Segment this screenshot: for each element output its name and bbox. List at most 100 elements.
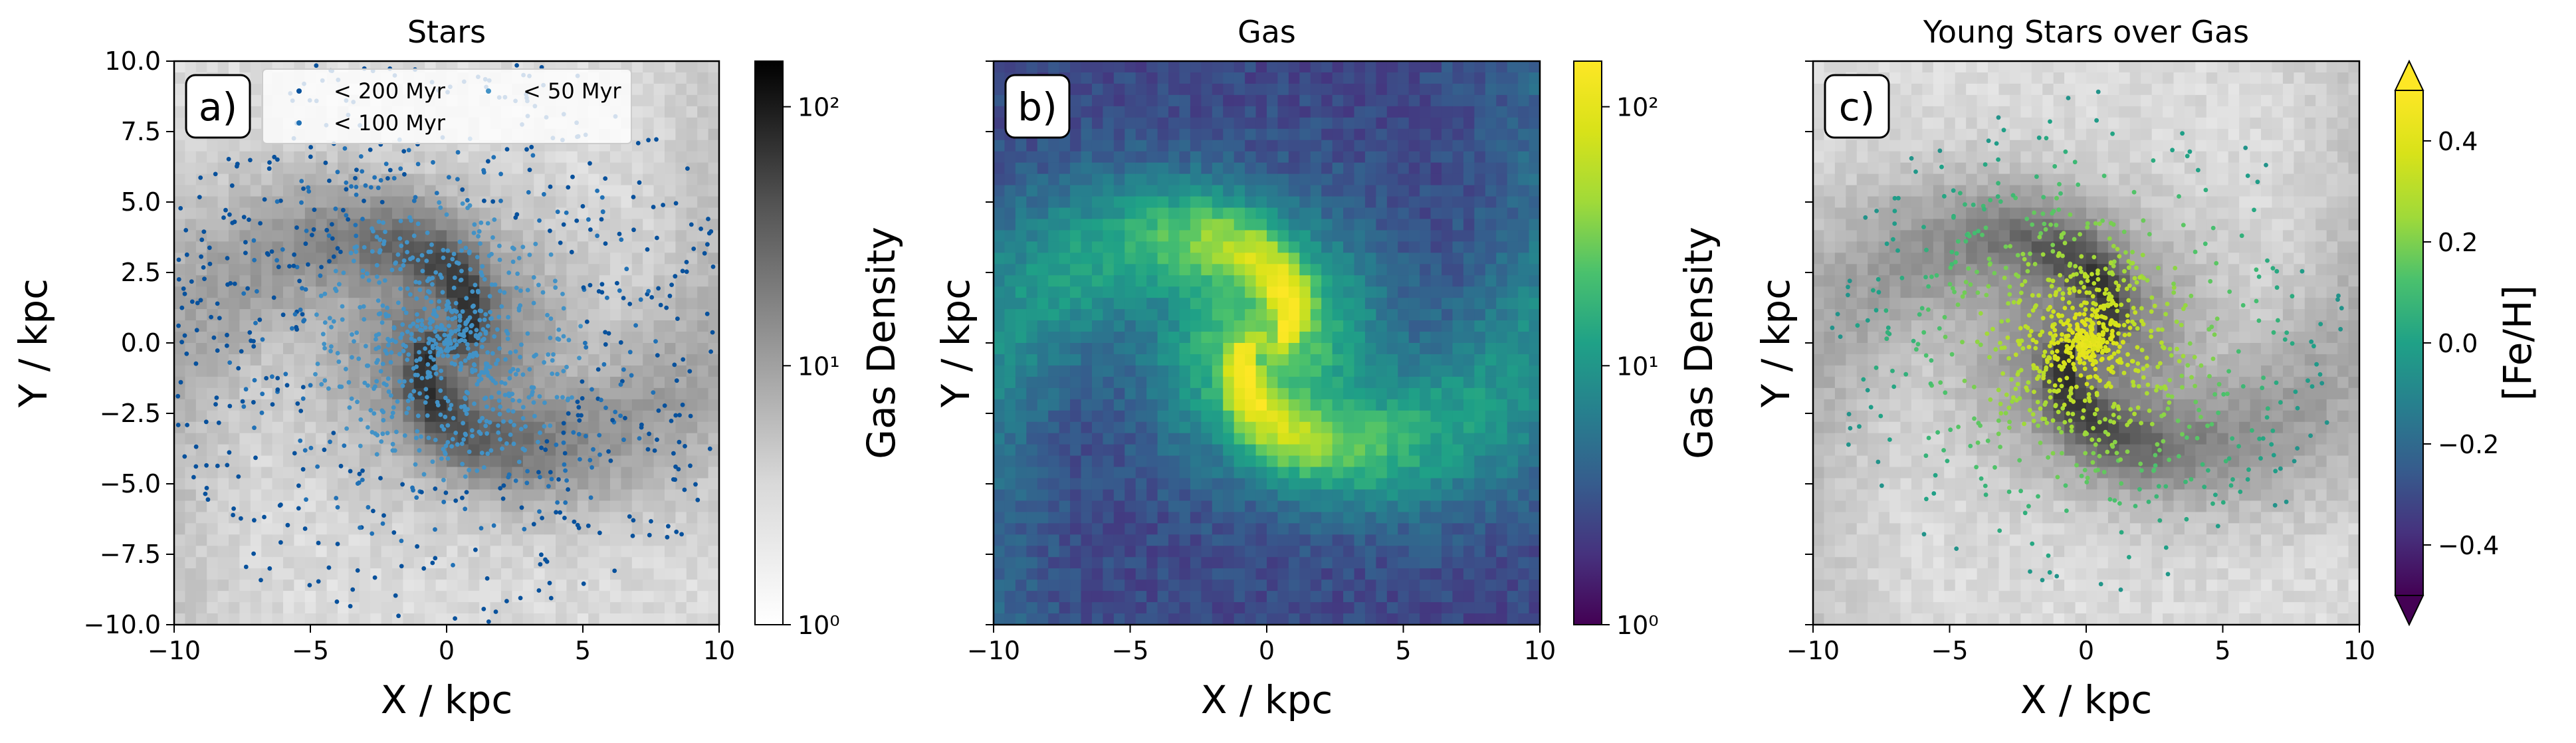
star-point bbox=[430, 282, 435, 287]
star-point bbox=[453, 498, 459, 503]
density-cell bbox=[1026, 309, 1038, 321]
star-point bbox=[280, 312, 286, 318]
density-cell bbox=[1037, 399, 1049, 411]
density-cell bbox=[1113, 580, 1125, 591]
colorbar-tick-label: 10⁰ bbox=[798, 611, 840, 640]
star-point bbox=[706, 217, 710, 221]
star-point bbox=[415, 318, 421, 323]
density-cell bbox=[544, 568, 556, 580]
density-cell bbox=[1190, 309, 1202, 321]
density-cell bbox=[435, 512, 447, 524]
density-cell bbox=[207, 162, 219, 175]
density-cell bbox=[1179, 546, 1191, 558]
star-point bbox=[555, 372, 560, 377]
density-cell bbox=[359, 433, 371, 445]
density-cell bbox=[1146, 534, 1158, 546]
density-cell bbox=[1103, 140, 1115, 152]
density-cell bbox=[675, 117, 687, 130]
density-cell bbox=[501, 512, 512, 524]
density-cell bbox=[1113, 343, 1125, 355]
density-cell bbox=[217, 264, 229, 276]
density-cell bbox=[501, 613, 512, 625]
density-cell bbox=[1004, 230, 1016, 242]
density-cell bbox=[413, 546, 425, 558]
density-cell bbox=[1037, 354, 1049, 366]
density-cell bbox=[1015, 196, 1027, 209]
density-cell bbox=[1037, 489, 1049, 502]
density-cell bbox=[326, 196, 338, 209]
density-cell bbox=[239, 332, 251, 344]
star-point bbox=[475, 288, 481, 294]
x-tick-label: 0 bbox=[439, 636, 455, 665]
star-point bbox=[327, 178, 332, 183]
star-point bbox=[502, 381, 508, 386]
star-point bbox=[487, 420, 492, 425]
density-cell bbox=[1201, 433, 1213, 445]
density-cell bbox=[1135, 241, 1147, 253]
density-cell bbox=[468, 546, 480, 558]
density-cell bbox=[643, 185, 655, 197]
density-cell bbox=[643, 140, 655, 152]
density-cell bbox=[556, 185, 567, 197]
density-cell bbox=[304, 591, 316, 603]
star-point bbox=[445, 456, 451, 461]
density-cell bbox=[217, 365, 229, 377]
density-cell bbox=[665, 264, 676, 276]
density-cell bbox=[665, 128, 676, 141]
density-cell bbox=[250, 410, 262, 423]
density-cell bbox=[1135, 523, 1147, 535]
density-cell bbox=[207, 568, 219, 580]
density-cell bbox=[697, 128, 709, 141]
density-cell bbox=[1103, 580, 1115, 591]
density-cell bbox=[457, 602, 469, 614]
density-cell bbox=[272, 207, 284, 220]
density-cell bbox=[1190, 106, 1202, 118]
star-point bbox=[398, 286, 403, 291]
density-cell bbox=[534, 230, 546, 242]
star-point bbox=[410, 396, 415, 401]
density-cell bbox=[1223, 399, 1235, 411]
star-point bbox=[426, 435, 431, 441]
density-cell bbox=[599, 264, 611, 276]
density-cell bbox=[1223, 151, 1235, 163]
density-cell bbox=[1168, 546, 1180, 558]
density-cell bbox=[1015, 275, 1027, 287]
star-point bbox=[578, 457, 582, 462]
density-cell bbox=[665, 613, 676, 625]
star-point bbox=[381, 239, 387, 244]
density-cell bbox=[1015, 467, 1027, 479]
density-cell bbox=[304, 196, 316, 209]
density-cell bbox=[1113, 387, 1125, 400]
density-cell bbox=[1201, 365, 1213, 377]
density-cell bbox=[272, 580, 284, 591]
density-cell bbox=[1146, 72, 1158, 84]
density-cell bbox=[283, 613, 294, 625]
density-cell bbox=[338, 580, 349, 591]
density-cell bbox=[1223, 61, 1235, 73]
star-point bbox=[472, 222, 477, 227]
density-cell bbox=[272, 410, 284, 423]
density-cell bbox=[1168, 534, 1180, 546]
star-point bbox=[362, 380, 368, 385]
density-cell bbox=[675, 478, 687, 490]
star-point bbox=[363, 183, 368, 188]
star-point bbox=[588, 227, 593, 232]
density-cell bbox=[250, 298, 262, 310]
star-point bbox=[380, 431, 385, 437]
density-cell bbox=[1190, 264, 1202, 276]
star-point bbox=[475, 255, 480, 260]
density-cell bbox=[1026, 354, 1038, 366]
density-cell bbox=[217, 151, 229, 163]
density-cell bbox=[348, 489, 360, 502]
density-cell bbox=[1125, 275, 1136, 287]
star-point bbox=[537, 218, 542, 223]
density-cell bbox=[1135, 275, 1147, 287]
density-cell bbox=[708, 557, 720, 569]
density-cell bbox=[544, 219, 556, 231]
density-cell bbox=[1223, 591, 1235, 603]
star-point bbox=[310, 233, 314, 237]
density-cell bbox=[534, 376, 546, 389]
density-cell bbox=[1212, 613, 1224, 625]
star-point bbox=[438, 412, 443, 417]
star-point bbox=[566, 185, 571, 190]
